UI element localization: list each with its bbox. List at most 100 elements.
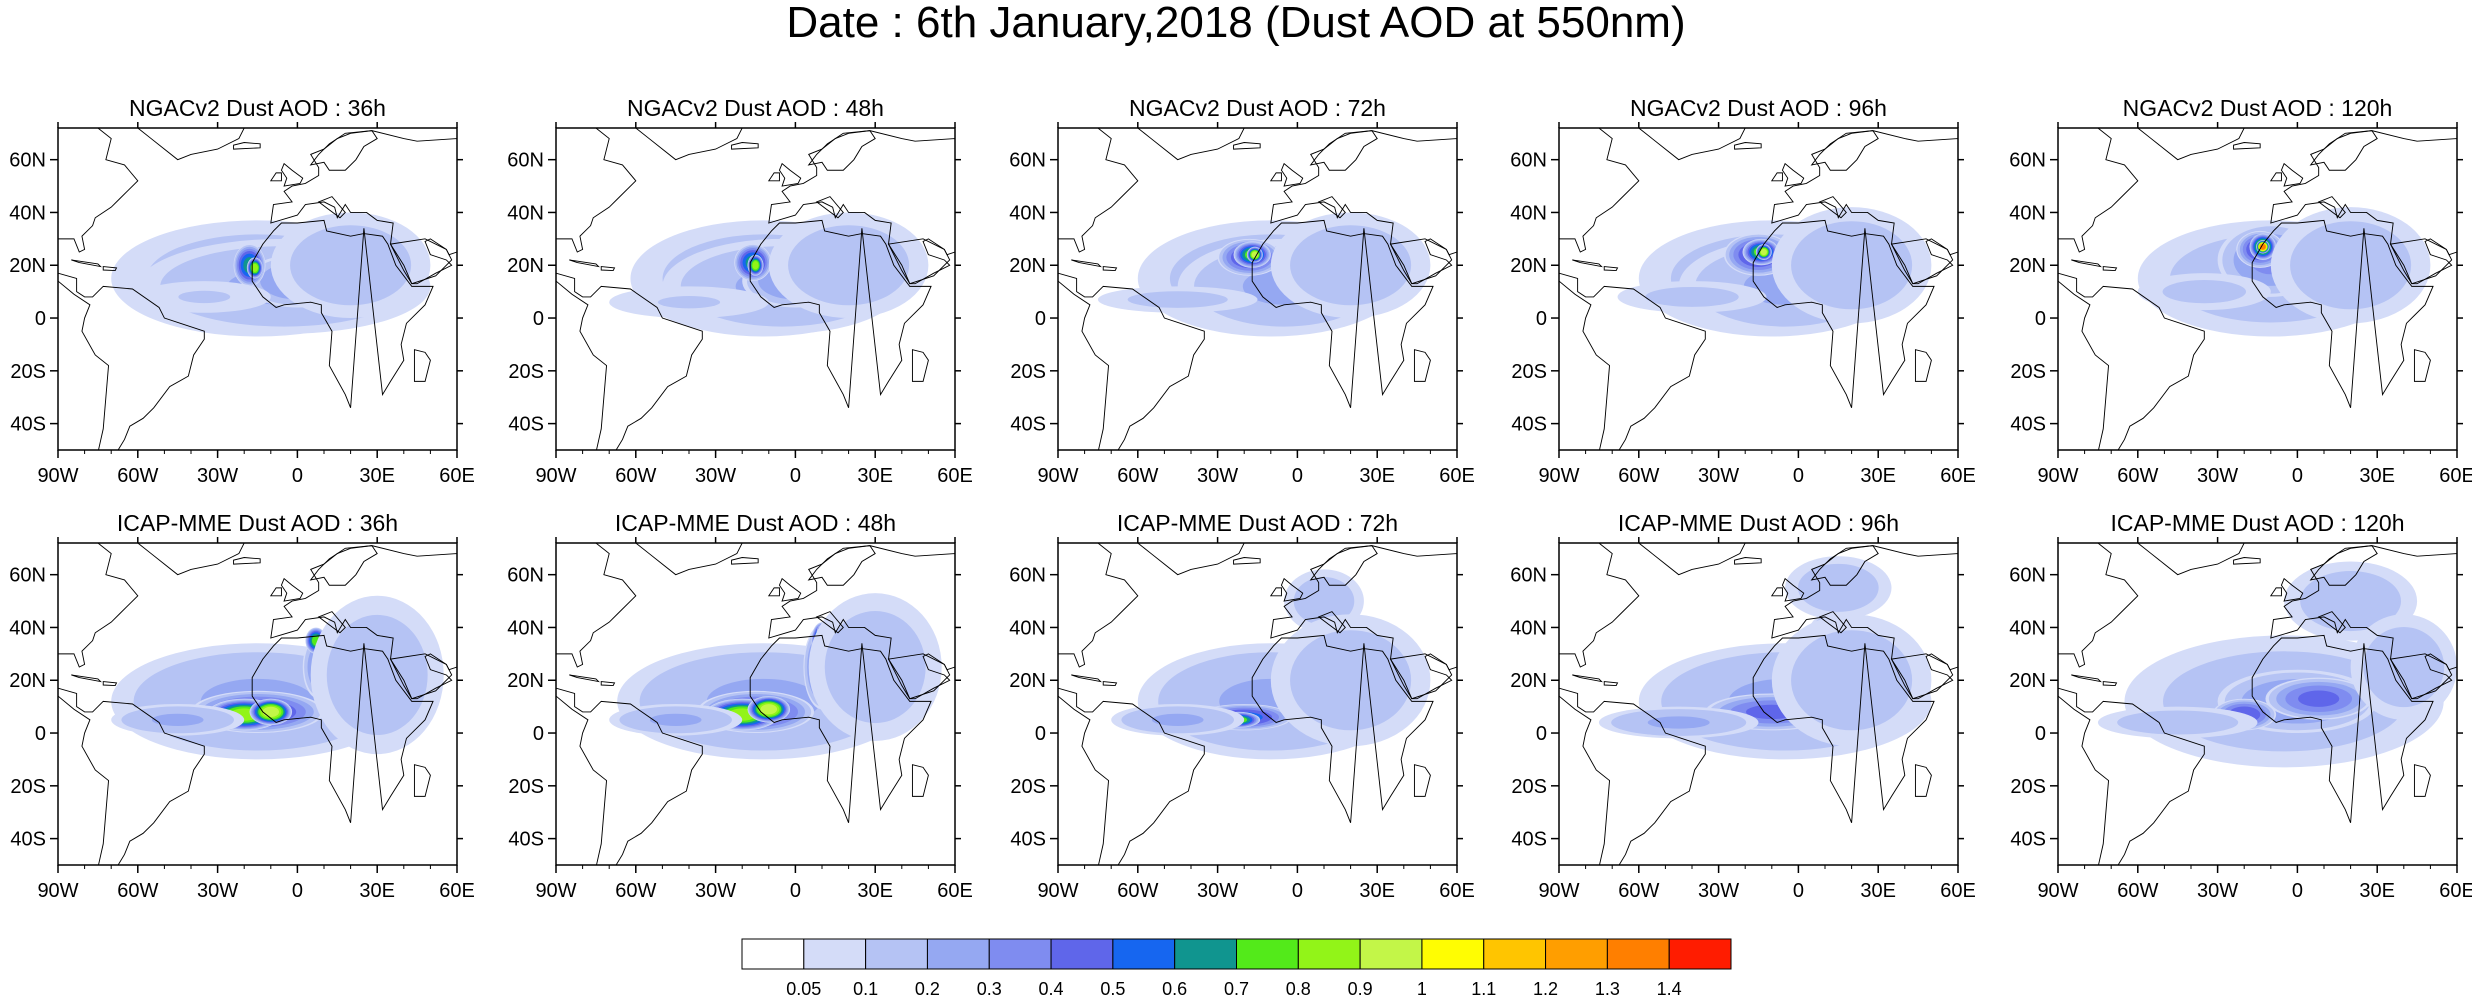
colorbar-swatch xyxy=(1174,938,1237,970)
panel-frame xyxy=(1558,542,1959,866)
lat-tick-label: 40S xyxy=(508,414,544,436)
dust-contour xyxy=(290,225,412,306)
lat-tick-label: 40N xyxy=(1510,202,1547,224)
colorbar-swatch xyxy=(803,938,867,970)
lat-tick-label: 20S xyxy=(2010,361,2046,383)
lat-tick-label: 40S xyxy=(1010,414,1046,436)
dust-contour xyxy=(1760,248,1767,256)
lon-tick-label: 90W xyxy=(1037,880,1078,902)
lat-tick-label: 60N xyxy=(1510,150,1547,172)
lat-tick-label: 40S xyxy=(2010,829,2046,851)
lat-tick-label: 40N xyxy=(1009,617,1046,639)
colorbar-swatch xyxy=(1545,938,1608,970)
lon-tick-label: 30E xyxy=(857,465,893,487)
map-panel-9: ICAP-MME Dust AOD : 96h 90W 60W 30W 0 30E 60E 6… xyxy=(1510,510,1976,902)
lon-tick-label: 60E xyxy=(1940,465,1976,487)
lat-tick-label: 40N xyxy=(2009,617,2046,639)
map-panel-5: NGACv2 Dust AOD : 120h 90W 60W 30W 0 30E 60E 60… xyxy=(2009,95,2472,487)
colorbar-label: 0.4 xyxy=(1039,979,1064,995)
lat-tick-label: 60N xyxy=(9,150,46,172)
lon-tick-label: 60W xyxy=(1618,880,1659,902)
lat-tick-label: 20N xyxy=(1510,670,1547,692)
lon-tick-label: 30E xyxy=(1359,880,1395,902)
colorbar-label: 1.3 xyxy=(1595,979,1620,995)
colorbar-swatch xyxy=(1297,938,1361,970)
map-panels: NGACv2 Dust AOD : 36h 90W 60W 30W 0 30E 60E 60N… xyxy=(9,95,2472,902)
dust-aod-field xyxy=(609,212,929,337)
dust-aod-field xyxy=(609,593,942,760)
lat-tick-label: 0 xyxy=(2035,308,2046,330)
lat-tick-label: 20S xyxy=(508,776,544,798)
dust-contour xyxy=(151,713,204,726)
lon-tick-label: 0 xyxy=(2292,880,2303,902)
lon-tick-label: 60W xyxy=(1618,465,1659,487)
colorbar-swatch xyxy=(926,938,990,970)
dust-contour xyxy=(657,296,721,309)
lon-tick-label: 90W xyxy=(535,465,576,487)
colorbar-swatch xyxy=(1421,938,1485,970)
colorbar-swatch xyxy=(988,938,1052,970)
dust-contour xyxy=(251,263,258,272)
lon-tick-label: 60W xyxy=(1117,465,1158,487)
lon-tick-label: 60W xyxy=(1117,880,1158,902)
lon-tick-label: 60E xyxy=(1439,880,1475,902)
dust-aod-field xyxy=(1111,569,1431,760)
panel-title: NGACv2 Dust AOD : 96h xyxy=(1630,95,1887,121)
lon-tick-label: 90W xyxy=(535,880,576,902)
lon-tick-label: 60W xyxy=(2117,880,2158,902)
lat-tick-label: 0 xyxy=(35,723,46,745)
lon-tick-label: 30W xyxy=(1197,880,1238,902)
lon-tick-label: 30E xyxy=(359,880,395,902)
panel-title: NGACv2 Dust AOD : 36h xyxy=(129,95,386,121)
dust-contour xyxy=(2298,690,2340,707)
dust-contour xyxy=(824,610,926,724)
dust-aod-field xyxy=(111,595,444,760)
panel-title: NGACv2 Dust AOD : 120h xyxy=(2123,95,2393,121)
lat-tick-label: 60N xyxy=(9,565,46,587)
lat-tick-label: 60N xyxy=(1009,150,1046,172)
panel-title: NGACv2 Dust AOD : 48h xyxy=(627,95,884,121)
colorbar-label: 1 xyxy=(1417,979,1427,995)
lon-tick-label: 90W xyxy=(1538,465,1579,487)
lat-tick-label: 40S xyxy=(508,829,544,851)
lat-tick-label: 40N xyxy=(507,617,544,639)
map-panel-10: ICAP-MME Dust AOD : 120h 90W 60W 30W 0 30E 60E… xyxy=(2009,510,2472,902)
lon-tick-label: 30E xyxy=(1860,465,1896,487)
lon-tick-label: 90W xyxy=(1538,880,1579,902)
dust-contour xyxy=(1791,221,1913,310)
lat-tick-label: 20N xyxy=(1009,670,1046,692)
lon-tick-label: 30E xyxy=(857,880,893,902)
lat-tick-label: 60N xyxy=(2009,565,2046,587)
lat-tick-label: 0 xyxy=(2035,723,2046,745)
lon-tick-label: 0 xyxy=(790,465,801,487)
lon-tick-label: 30E xyxy=(1359,465,1395,487)
lat-tick-label: 20N xyxy=(1510,255,1547,277)
panel-title: NGACv2 Dust AOD : 72h xyxy=(1129,95,1386,121)
lon-tick-label: 0 xyxy=(1793,465,1804,487)
lon-tick-label: 30E xyxy=(359,465,395,487)
colorbar-label: 0.9 xyxy=(1348,979,1373,995)
dust-contour xyxy=(2363,627,2445,708)
lat-tick-label: 20S xyxy=(10,776,46,798)
colorbar-swatch xyxy=(741,938,805,970)
lon-tick-label: 60W xyxy=(117,880,158,902)
panel-frame xyxy=(1057,542,1458,866)
lat-tick-label: 20S xyxy=(1010,361,1046,383)
lat-tick-label: 20S xyxy=(508,361,544,383)
lon-tick-label: 60W xyxy=(615,465,656,487)
panel-frame xyxy=(1558,127,1959,451)
colorbar-swatch xyxy=(1359,938,1423,970)
lon-tick-label: 60E xyxy=(1940,880,1976,902)
dust-aod-field xyxy=(2097,561,2457,768)
dust-contour xyxy=(2290,221,2412,310)
lat-tick-label: 40N xyxy=(2009,202,2046,224)
colorbar-label: 1.2 xyxy=(1533,979,1558,995)
dust-contour xyxy=(1151,713,1204,726)
lat-tick-label: 0 xyxy=(533,723,544,745)
dust-aod-field xyxy=(111,212,431,337)
dust-contour xyxy=(2117,710,2239,735)
lat-tick-label: 60N xyxy=(1009,565,1046,587)
lat-tick-label: 40N xyxy=(9,617,46,639)
panel-frame xyxy=(555,542,956,866)
lat-tick-label: 40S xyxy=(10,414,46,436)
